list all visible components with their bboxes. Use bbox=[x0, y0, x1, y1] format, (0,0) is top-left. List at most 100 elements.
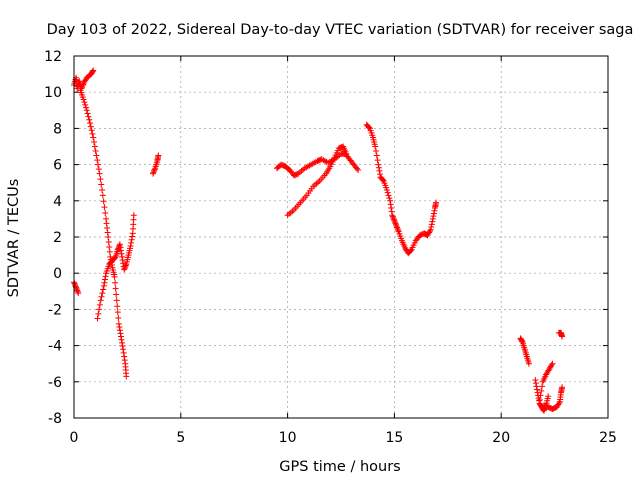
data-point bbox=[116, 327, 123, 334]
data-point bbox=[372, 143, 379, 150]
data-point bbox=[101, 279, 108, 286]
data-point bbox=[343, 150, 350, 157]
data-point bbox=[532, 376, 539, 383]
y-tick-label: -6 bbox=[48, 375, 62, 391]
data-point bbox=[532, 380, 539, 387]
data-point bbox=[151, 167, 158, 174]
data-point bbox=[118, 336, 125, 343]
data-point bbox=[389, 212, 396, 219]
x-tick-label: 15 bbox=[385, 430, 403, 446]
data-point bbox=[355, 167, 362, 174]
data-point bbox=[407, 247, 414, 254]
data-point bbox=[545, 393, 552, 400]
data-point bbox=[117, 247, 124, 254]
data-point bbox=[427, 226, 434, 233]
data-point bbox=[386, 195, 393, 202]
data-point bbox=[95, 310, 102, 317]
x-axis-label: GPS time / hours bbox=[279, 459, 400, 475]
data-point bbox=[120, 349, 127, 356]
data-point bbox=[104, 224, 111, 231]
data-point bbox=[150, 170, 157, 177]
data-point bbox=[387, 197, 394, 204]
data-point bbox=[123, 373, 130, 380]
data-point bbox=[112, 285, 119, 292]
data-point bbox=[87, 119, 94, 126]
data-point bbox=[122, 263, 129, 270]
data-point bbox=[102, 210, 109, 217]
data-point bbox=[93, 152, 100, 159]
data-point bbox=[91, 138, 98, 145]
data-point bbox=[119, 339, 126, 346]
data-point bbox=[97, 176, 104, 183]
data-point bbox=[383, 186, 390, 193]
data-point bbox=[130, 212, 137, 219]
data-point bbox=[431, 207, 438, 214]
data-point bbox=[121, 353, 128, 360]
data-point bbox=[117, 330, 124, 337]
data-point bbox=[128, 239, 135, 246]
data-point bbox=[539, 383, 546, 390]
data-point bbox=[94, 157, 101, 164]
data-point bbox=[99, 290, 106, 297]
data-point bbox=[388, 208, 395, 215]
axis-ticks: 0 5 10 15 20 25 -8 -6 -4 -2 0 2 4 6 8 10 12 bbox=[44, 49, 617, 446]
data-point bbox=[392, 220, 399, 227]
data-point bbox=[121, 265, 128, 272]
data-point bbox=[98, 181, 105, 188]
data-point bbox=[87, 123, 94, 130]
data-point bbox=[128, 236, 135, 243]
data-point bbox=[106, 243, 113, 250]
data-point bbox=[74, 288, 81, 295]
y-tick-label: 12 bbox=[44, 49, 62, 65]
data-point bbox=[84, 110, 91, 117]
data-point bbox=[388, 205, 395, 212]
data-point bbox=[119, 343, 126, 350]
data-point bbox=[393, 221, 400, 228]
data-point bbox=[387, 201, 394, 208]
y-tick-label: 4 bbox=[53, 194, 62, 210]
data-point bbox=[114, 303, 121, 310]
data-point bbox=[104, 229, 111, 236]
x-tick-label: 10 bbox=[279, 430, 297, 446]
y-tick-label: -2 bbox=[48, 302, 62, 318]
data-point bbox=[96, 301, 103, 308]
data-point bbox=[533, 383, 540, 390]
data-point bbox=[101, 204, 108, 211]
data-point bbox=[119, 253, 126, 260]
data-point bbox=[155, 152, 162, 159]
data-point bbox=[71, 280, 78, 287]
data-point bbox=[85, 113, 92, 120]
data-point bbox=[559, 333, 566, 340]
data-point bbox=[79, 82, 86, 89]
data-point bbox=[103, 215, 110, 222]
data-point bbox=[111, 273, 118, 280]
data-point bbox=[430, 213, 437, 220]
data-point bbox=[95, 161, 102, 168]
y-tick-label: 0 bbox=[53, 266, 62, 282]
data-point bbox=[384, 189, 391, 196]
data-point bbox=[127, 243, 134, 250]
data-point bbox=[101, 276, 108, 283]
data-point bbox=[525, 360, 532, 367]
data-point bbox=[113, 297, 120, 304]
data-point bbox=[385, 192, 392, 199]
data-point bbox=[540, 407, 547, 414]
data-point bbox=[366, 124, 373, 131]
data-point bbox=[375, 161, 382, 168]
data-point bbox=[117, 333, 124, 340]
data-point bbox=[105, 234, 112, 240]
data-point bbox=[114, 309, 121, 316]
data-point bbox=[90, 67, 97, 74]
data-point bbox=[82, 101, 89, 108]
data-point bbox=[559, 384, 566, 391]
data-point bbox=[94, 315, 101, 322]
data-point bbox=[81, 99, 88, 106]
data-point bbox=[75, 290, 82, 297]
data-point bbox=[429, 218, 436, 225]
data-point bbox=[107, 253, 114, 260]
data-point bbox=[83, 107, 90, 114]
data-point bbox=[389, 213, 396, 220]
data-point bbox=[150, 169, 157, 176]
data-point bbox=[90, 134, 97, 141]
data-point bbox=[83, 104, 90, 111]
